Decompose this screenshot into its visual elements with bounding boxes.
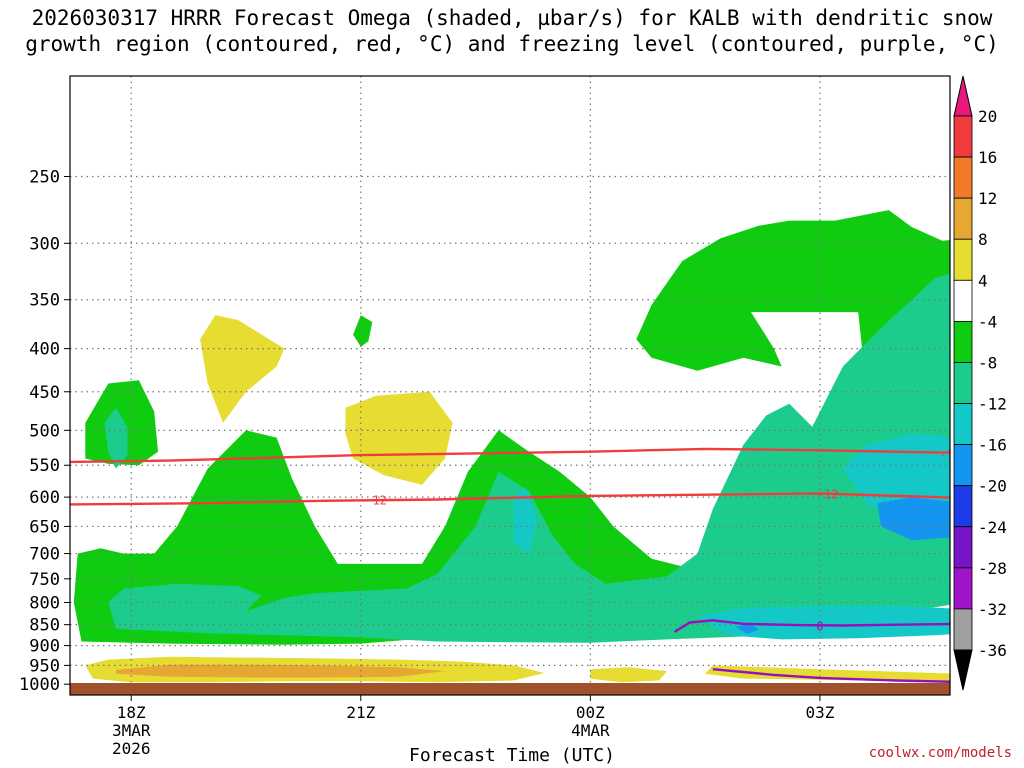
colorbar-label--16: -16	[978, 436, 1007, 455]
y-tick-label-800: 800	[29, 593, 60, 613]
y-tick-label-550: 550	[29, 456, 60, 476]
colorbar-label--4: -4	[978, 312, 997, 331]
colorbar: 20 16 12 8 4 -4 -8 -12 -16 -20 -24 -28 -32 -36	[953, 75, 1007, 691]
contour-label--12-1: -12	[365, 494, 387, 508]
y-tick-label-250: 250	[29, 168, 60, 188]
x-tick-date-18Z: 3MAR	[112, 721, 151, 740]
green-top-dot	[353, 315, 373, 347]
chart-subtitle: growth region (contoured, red, °C) and f…	[25, 32, 999, 56]
contour-layer: -18-12-1200	[70, 447, 961, 683]
colorbar-label--36: -36	[978, 641, 1007, 660]
contour-label--12-2: -12	[817, 487, 839, 501]
colorbar-swatch--32	[953, 567, 973, 610]
y-tick-label-450: 450	[29, 383, 60, 403]
orange-bottom-band	[115, 664, 446, 678]
colorbar-swatch--8	[953, 320, 973, 363]
teal-main-band	[108, 273, 950, 643]
x-tick-label-18Z: 18Z	[117, 703, 146, 722]
colorbar-swatch--24	[953, 485, 973, 528]
colorbar-top-triangle	[953, 75, 973, 117]
blue-spot-2	[735, 623, 759, 634]
colorbar-label-12: 12	[978, 189, 997, 208]
colorbar-swatch--28	[953, 526, 973, 569]
y-tick-label-600: 600	[29, 488, 60, 508]
colorbar-label--20: -20	[978, 477, 1007, 496]
colorbar-swatch--36	[953, 608, 973, 651]
colorbar-label--28: -28	[978, 559, 1007, 578]
colorbar-label-16: 16	[978, 148, 997, 167]
colorbar-label--12: -12	[978, 395, 1007, 414]
chart-title: 2026030317 HRRR Forecast Omega (shaded, …	[31, 6, 993, 30]
y-tick-label-700: 700	[29, 545, 60, 565]
cyan-col-1	[513, 487, 537, 554]
x-tick-date-00Z: 4MAR	[571, 721, 610, 740]
x-tick-label-21Z: 21Z	[346, 703, 375, 722]
plot-frame	[69, 75, 951, 696]
ground-layer	[70, 683, 950, 695]
x-tick-label-03Z: 03Z	[805, 703, 834, 722]
shading-layer	[73, 210, 950, 683]
x-tick-year-18Z: 2026	[112, 739, 151, 758]
y-tick-label-1000: 1000	[19, 675, 60, 695]
colorbar-label-8: 8	[978, 230, 988, 249]
colorbar-swatch-16	[953, 115, 973, 158]
colorbar-label--24: -24	[978, 518, 1007, 537]
yellow-mid-left	[345, 391, 453, 485]
colorbar-label--8: -8	[978, 353, 997, 372]
y-tick-label-950: 950	[29, 656, 60, 676]
y-tick-label-650: 650	[29, 517, 60, 537]
teal-left-spot	[104, 407, 128, 469]
x-axis-label: Forecast Time (UTC)	[409, 745, 615, 766]
y-tick-label-350: 350	[29, 291, 60, 311]
colorbar-swatch-8	[953, 197, 973, 240]
colorbar-swatch--4	[953, 279, 973, 322]
colorbar-swatch-12	[953, 156, 973, 199]
colorbar-label-20: 20	[978, 107, 997, 126]
colorbar-label--32: -32	[978, 600, 1007, 619]
credit-text: coolwx.com/models	[868, 745, 1012, 761]
gridlines	[70, 76, 950, 695]
contour-label-freezing-3: 0	[816, 620, 823, 634]
colorbar-swatch--16	[953, 403, 973, 446]
contour--12	[70, 492, 950, 506]
colorbar-swatch--12	[953, 362, 973, 404]
colorbar-swatch-4	[953, 238, 973, 281]
y-tick-label-400: 400	[29, 340, 60, 360]
yellow-upper-left	[200, 315, 285, 423]
y-tick-label-300: 300	[29, 234, 60, 254]
y-tick-label-850: 850	[29, 616, 60, 636]
contour-freezing	[673, 619, 950, 633]
contour-freezing-low	[712, 668, 950, 683]
colorbar-bottom-triangle	[953, 649, 973, 691]
yellow-bottom-right	[590, 667, 667, 683]
y-tick-label-500: 500	[29, 421, 60, 441]
y-tick-label-750: 750	[29, 570, 60, 590]
colorbar-label-4: 4	[978, 271, 988, 290]
blue-spot-1	[877, 497, 950, 541]
contour--18	[70, 447, 950, 464]
cyan-lower	[697, 606, 950, 640]
colorbar-swatch--20	[953, 444, 973, 487]
yellow-bottom-mid	[705, 665, 950, 682]
x-tick-label-00Z: 00Z	[576, 703, 605, 722]
y-tick-label-900: 900	[29, 637, 60, 657]
contour-label--18-0: -18	[939, 448, 961, 462]
